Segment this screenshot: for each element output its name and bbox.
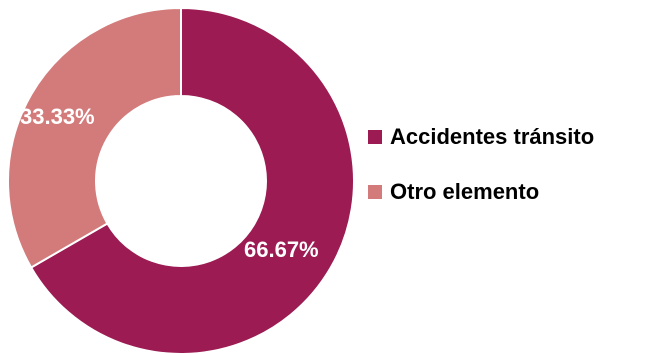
- donut-data-labels: 66.67% 33.33%: [20, 104, 319, 262]
- legend-label-accidentes: Accidentes tránsito: [390, 124, 595, 149]
- slice-otro-elemento: [7, 6, 182, 269]
- legend-swatch-accidentes: [368, 130, 382, 144]
- chart-legend: Accidentes tránsito Otro elemento: [368, 118, 646, 228]
- legend-swatch-otro: [368, 185, 382, 199]
- donut-slices: [7, 6, 355, 354]
- legend-item-otro: Otro elemento: [368, 173, 646, 211]
- slice-accidentes-transito: [29, 6, 355, 354]
- legend-item-accidentes: Accidentes tránsito: [368, 118, 646, 156]
- legend-label-otro: Otro elemento: [390, 179, 540, 204]
- data-label-accidentes-transito: 66.67%: [244, 237, 319, 262]
- data-label-otro-elemento: 33.33%: [20, 104, 95, 129]
